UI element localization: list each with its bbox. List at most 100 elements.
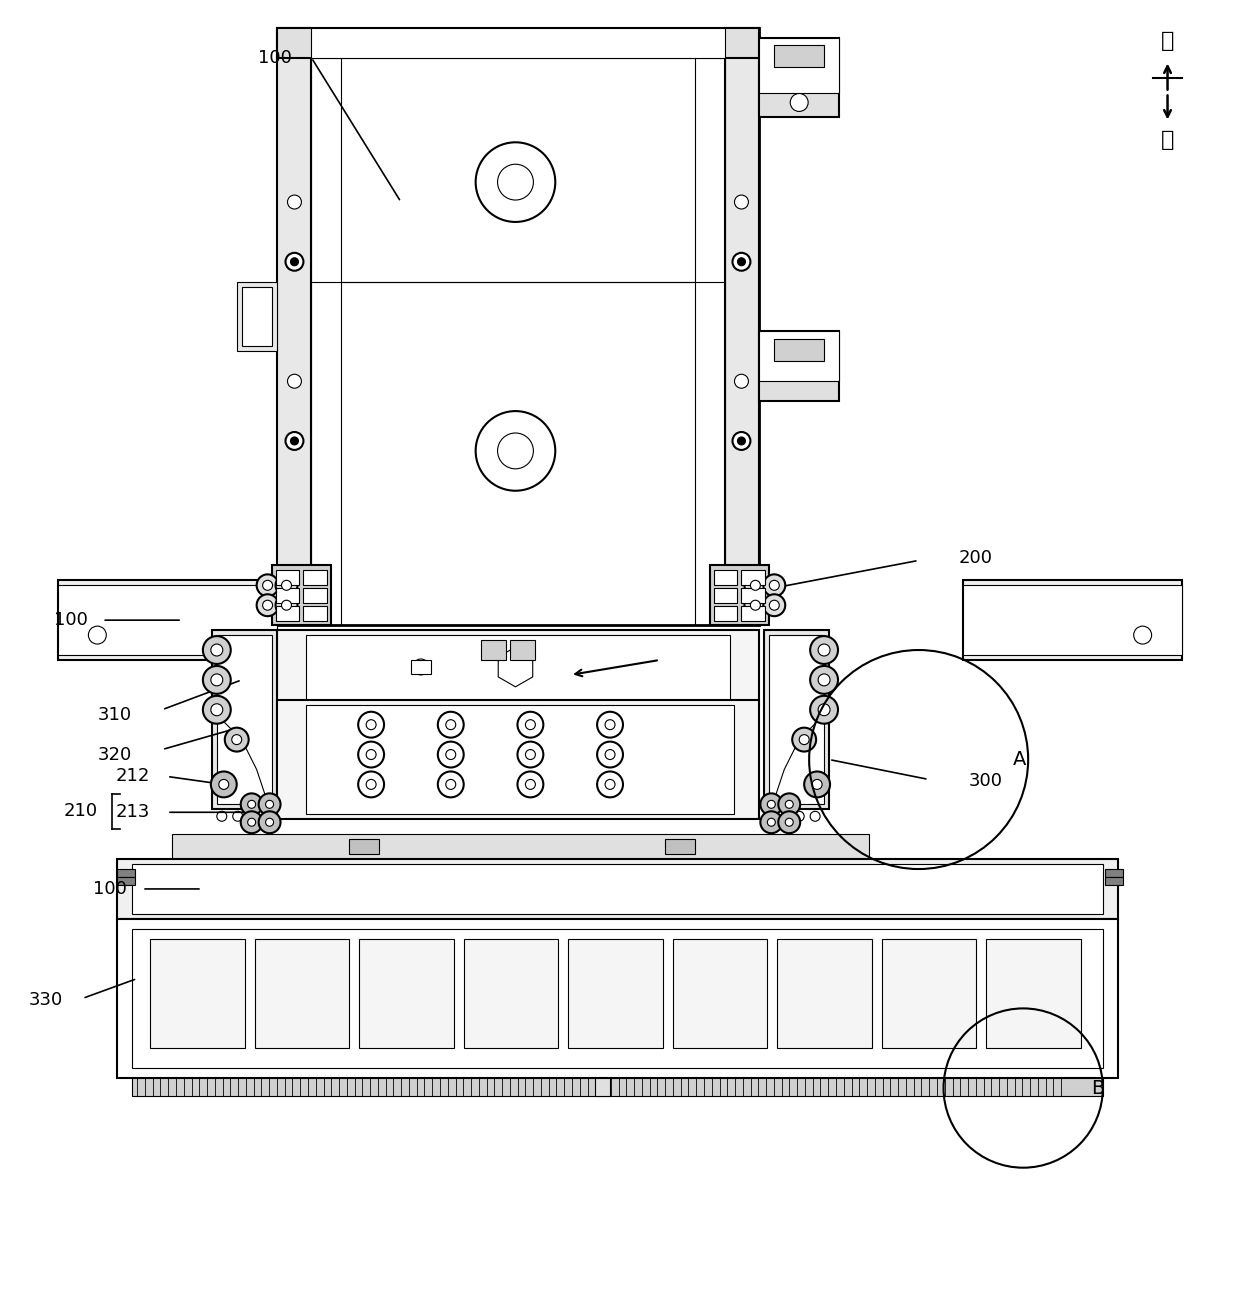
Bar <box>277 630 759 705</box>
Text: 213: 213 <box>115 803 150 821</box>
Bar <box>963 581 1183 661</box>
Circle shape <box>248 800 255 808</box>
Text: 100: 100 <box>258 48 291 67</box>
Circle shape <box>526 749 536 760</box>
Circle shape <box>785 819 794 827</box>
Circle shape <box>738 258 745 266</box>
Circle shape <box>744 574 766 596</box>
Text: 300: 300 <box>968 773 1002 790</box>
Circle shape <box>779 794 800 815</box>
Circle shape <box>259 811 280 833</box>
Text: 310: 310 <box>98 706 133 723</box>
Circle shape <box>446 719 456 730</box>
Circle shape <box>517 742 543 768</box>
Circle shape <box>241 794 263 815</box>
Text: 上: 上 <box>1161 31 1174 51</box>
Bar <box>277 700 759 819</box>
Circle shape <box>764 574 785 596</box>
Circle shape <box>794 811 805 821</box>
Polygon shape <box>498 647 533 687</box>
Circle shape <box>438 712 464 738</box>
Bar <box>1105 869 1122 876</box>
Bar <box>118 859 1117 918</box>
Bar <box>410 661 430 674</box>
Bar <box>464 939 558 1048</box>
Text: 330: 330 <box>29 991 62 1010</box>
Bar <box>713 589 738 603</box>
Bar <box>713 570 738 585</box>
Bar <box>254 939 350 1048</box>
Bar <box>764 630 830 810</box>
Circle shape <box>750 600 760 611</box>
Bar <box>306 636 729 700</box>
Circle shape <box>224 727 249 752</box>
Bar <box>595 1078 610 1096</box>
Text: 210: 210 <box>63 802 98 820</box>
Bar <box>118 869 135 876</box>
Circle shape <box>779 811 800 833</box>
Circle shape <box>211 644 223 657</box>
Bar <box>360 939 454 1048</box>
Circle shape <box>285 252 304 271</box>
Circle shape <box>733 252 750 271</box>
Bar <box>511 640 536 661</box>
Circle shape <box>366 780 376 790</box>
Circle shape <box>203 696 231 723</box>
Bar <box>304 570 327 585</box>
Bar <box>57 581 277 661</box>
Circle shape <box>790 94 808 111</box>
Bar <box>272 565 331 625</box>
Circle shape <box>760 811 782 833</box>
Circle shape <box>750 581 760 590</box>
Circle shape <box>232 735 242 744</box>
Bar <box>304 589 327 603</box>
Circle shape <box>285 432 304 450</box>
Bar <box>742 570 765 585</box>
Bar <box>304 606 327 621</box>
Circle shape <box>764 594 785 616</box>
Bar <box>133 929 1102 1069</box>
Bar <box>133 865 1102 914</box>
Circle shape <box>438 742 464 768</box>
Circle shape <box>805 772 830 798</box>
Circle shape <box>792 727 816 752</box>
Circle shape <box>598 712 622 738</box>
Circle shape <box>366 749 376 760</box>
Bar <box>277 27 759 58</box>
Circle shape <box>810 696 838 723</box>
Circle shape <box>211 772 237 798</box>
Text: 200: 200 <box>959 549 992 568</box>
Bar <box>118 876 135 886</box>
Text: 100: 100 <box>93 880 128 899</box>
Circle shape <box>257 594 279 616</box>
Bar <box>774 339 825 361</box>
Bar <box>742 589 765 603</box>
Circle shape <box>598 742 622 768</box>
Circle shape <box>517 712 543 738</box>
Text: 100: 100 <box>53 611 87 629</box>
Circle shape <box>233 811 243 821</box>
Circle shape <box>217 811 227 821</box>
Circle shape <box>517 772 543 798</box>
Bar <box>774 44 825 67</box>
Circle shape <box>733 432 750 450</box>
Circle shape <box>290 437 299 445</box>
Circle shape <box>605 780 615 790</box>
Bar <box>759 331 839 402</box>
Bar <box>882 939 976 1048</box>
Circle shape <box>800 735 810 744</box>
Circle shape <box>290 258 299 266</box>
Bar <box>237 281 277 352</box>
Circle shape <box>438 772 464 798</box>
Circle shape <box>88 627 107 644</box>
Circle shape <box>476 143 556 222</box>
Circle shape <box>281 581 291 590</box>
Circle shape <box>257 574 279 596</box>
Bar <box>673 939 768 1048</box>
Circle shape <box>358 772 384 798</box>
Circle shape <box>218 780 228 790</box>
Circle shape <box>734 374 749 388</box>
Circle shape <box>769 581 779 590</box>
Bar <box>172 835 869 859</box>
Circle shape <box>476 411 556 490</box>
